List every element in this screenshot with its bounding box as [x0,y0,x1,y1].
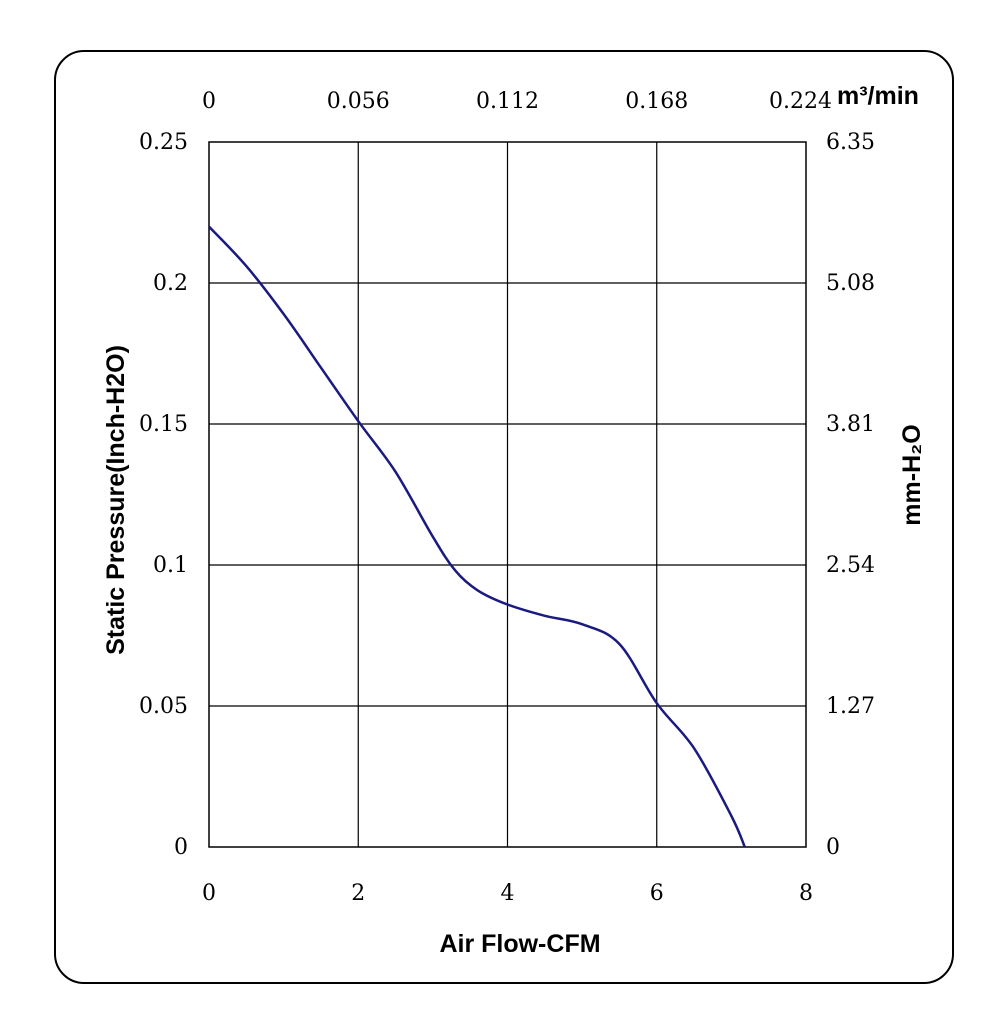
x-axis-title: Air Flow-CFM [439,930,600,958]
grid [209,142,806,847]
y-tick-label: 0.15 [139,412,188,437]
secondary-x-tick-label: 0.056 [327,89,390,114]
x-tick-label: 6 [650,881,664,906]
secondary-y-tick-label: 5.08 [826,271,875,296]
secondary-x-tick-label: 0.168 [625,89,688,114]
y-tick-label: 0.2 [153,271,188,296]
chart-frame [54,50,954,984]
secondary-y-tick-label: 6.35 [826,130,875,155]
secondary-y-axis-title: mm-H₂O [898,424,926,525]
secondary-x-axis-title: m³/min [837,82,919,110]
x-tick-label: 8 [799,881,813,906]
secondary-y-tick-label: 2.54 [826,553,875,578]
y-tick-label: 0.1 [153,553,188,578]
x-tick-label: 4 [501,881,515,906]
secondary-y-tick-label: 3.81 [826,412,875,437]
secondary-x-tick-label: 0 [202,89,216,114]
y-tick-label: 0.05 [139,694,188,719]
x-tick-label: 0 [202,881,216,906]
secondary-x-tick-label: 0.112 [476,89,539,114]
secondary-x-tick-label: 0.224 [769,89,832,114]
plot-border [208,141,807,848]
secondary-y-tick-label: 0 [826,835,840,860]
y-tick-label: 0.25 [139,130,188,155]
y-axis-title: Static Pressure(Inch-H2O) [102,345,130,655]
y-tick-label: 0 [174,835,188,860]
tick-labels: 0 2 4 6 800.050.10.150.20.250 0.056 0.112 0.168… [139,89,875,906]
x-tick-label: 2 [351,881,365,906]
series-line [208,225,746,848]
secondary-y-tick-label: 1.27 [826,694,875,719]
